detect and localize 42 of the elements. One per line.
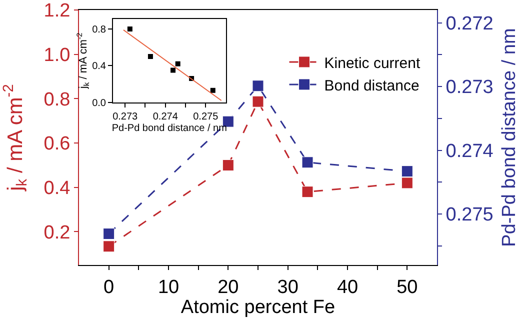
y2-axis-title: Pd-Pd bond distance / nm	[499, 28, 520, 247]
point	[302, 186, 314, 198]
legend-label: Bond distance	[324, 77, 420, 94]
y-tick-label: 1.2	[44, 0, 70, 22]
y-tick-label: 1.0	[44, 45, 70, 66]
x-tick-label: 20	[218, 276, 239, 298]
y2-tick-label: 0.274	[446, 140, 494, 162]
point	[302, 156, 314, 168]
x-tick-label: 50	[396, 276, 418, 298]
y2-tick-label: 0.272	[446, 13, 494, 34]
y2-tick-label: 0.275	[446, 204, 494, 226]
point	[222, 116, 234, 128]
point	[103, 228, 115, 240]
y-tick-label: 0.8	[44, 89, 70, 110]
point	[401, 177, 413, 189]
y-tick-label: 0.8	[92, 24, 106, 36]
x-tick-label: 40	[336, 276, 358, 298]
x-tick-label: 0	[104, 276, 114, 298]
y2-tick-label: 0.273	[446, 77, 494, 98]
x-tick-label: 0.275	[193, 111, 219, 122]
y-tick-label: 0.0	[92, 98, 106, 109]
legend-label: Kinetic current	[324, 54, 421, 72]
x-axis-title: Pd-Pd bond distance / nm	[112, 122, 227, 134]
x-axis-title: Atomic percent Fe	[180, 297, 336, 318]
point	[401, 166, 413, 178]
x-tick-label: 0.274	[152, 111, 178, 122]
point	[175, 61, 180, 66]
y-tick-label: 0.6	[44, 134, 70, 155]
x-tick-label: 10	[158, 276, 180, 298]
point	[170, 68, 176, 73]
point	[148, 54, 153, 59]
y-tick-label: 0.2	[44, 222, 70, 244]
point	[210, 88, 216, 93]
point	[127, 26, 132, 32]
point	[252, 80, 264, 92]
y-tick-label: 0.4	[92, 61, 106, 72]
y-tick-label: 0.4	[44, 178, 71, 200]
x-tick-label: 0.273	[112, 111, 138, 122]
point	[222, 159, 234, 171]
point	[252, 96, 264, 108]
x-tick-label: 30	[277, 276, 298, 298]
point	[103, 240, 115, 252]
